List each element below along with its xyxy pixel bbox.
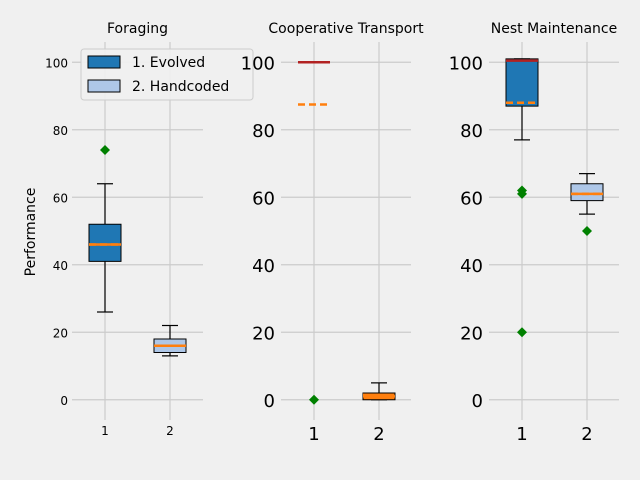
foraging-box-1 xyxy=(88,145,122,313)
cooperative-transport-box-1-outlier xyxy=(309,394,319,405)
cooperative-transport-xtick-label: 2 xyxy=(373,424,384,445)
cooperative-transport-ytick-label: 0 xyxy=(264,391,275,412)
foraging-xtick-label: 1 xyxy=(101,424,109,438)
panel-cooperative-transport-marks xyxy=(298,61,396,405)
panel-cooperative-transport-y-ticks: 0 20 40 60 80 100 xyxy=(241,53,275,412)
nest-maintenance-ytick-label: 20 xyxy=(460,323,483,344)
nest-maintenance-box-2-body xyxy=(570,183,604,202)
nest-maintenance-ytick-label: 60 xyxy=(460,188,483,209)
foraging-ytick-label: 80 xyxy=(53,124,68,138)
panel-nest-maintenance-y-ticks: 0 20 40 60 80 100 xyxy=(449,53,483,412)
nest-maintenance-box-1-body xyxy=(505,58,539,107)
nest-maintenance-box-1 xyxy=(505,58,539,338)
foraging-xtick-label: 2 xyxy=(166,424,174,438)
cooperative-transport-ytick-label: 20 xyxy=(252,323,275,344)
panel-foraging-y-ticks: 0 20 40 60 80 100 xyxy=(45,56,68,408)
panel-foraging-marks xyxy=(88,145,187,357)
foraging-ytick-label: 20 xyxy=(53,326,68,340)
panel-nest-maintenance-title: Nest Maintenance xyxy=(491,21,617,37)
y-axis-label: Performance xyxy=(23,188,39,277)
foraging-box-1-body xyxy=(88,223,122,262)
nest-maintenance-box-1-outlier xyxy=(517,188,527,199)
nest-maintenance-box-2 xyxy=(570,173,604,236)
nest-maintenance-ytick-label: 80 xyxy=(460,121,483,142)
nest-maintenance-xtick-label: 2 xyxy=(581,424,592,445)
nest-maintenance-box-1-outlier xyxy=(517,327,527,338)
panel-cooperative-transport-title: Cooperative Transport xyxy=(268,21,424,37)
cooperative-transport-ytick-label: 60 xyxy=(252,188,275,209)
foraging-box-2 xyxy=(153,324,187,357)
foraging-ytick-label: 0 xyxy=(60,394,68,408)
cooperative-transport-box-1 xyxy=(298,61,330,405)
panel-nest-maintenance-marks xyxy=(505,58,604,338)
legend-frame xyxy=(80,48,254,101)
foraging-ytick-label: 40 xyxy=(53,259,68,273)
cooperative-transport-box-2 xyxy=(362,382,396,401)
cooperative-transport-ytick-label: 40 xyxy=(252,256,275,277)
foraging-box-1-outlier xyxy=(100,145,110,155)
nest-maintenance-ytick-label: 40 xyxy=(460,256,483,277)
legend: 1. Evolved 2. Handcoded xyxy=(80,48,254,101)
foraging-ytick-label: 60 xyxy=(53,191,68,205)
legend-swatch-evolved xyxy=(87,55,121,69)
cooperative-transport-xtick-label: 1 xyxy=(308,424,319,445)
nest-maintenance-xtick-label: 1 xyxy=(516,424,527,445)
panel-foraging-title: Foraging xyxy=(107,21,168,37)
foraging-ytick-label: 100 xyxy=(45,56,68,70)
cooperative-transport-ytick-label: 80 xyxy=(252,121,275,142)
nest-maintenance-ytick-label: 0 xyxy=(472,391,483,412)
cooperative-transport-ytick-label: 100 xyxy=(241,53,275,74)
legend-swatch-handcoded xyxy=(87,79,121,93)
legend-label-evolved: 1. Evolved xyxy=(132,55,205,71)
nest-maintenance-box-2-outlier xyxy=(582,226,592,236)
legend-label-handcoded: 2. Handcoded xyxy=(132,79,229,95)
nest-maintenance-ytick-label: 100 xyxy=(449,53,483,74)
